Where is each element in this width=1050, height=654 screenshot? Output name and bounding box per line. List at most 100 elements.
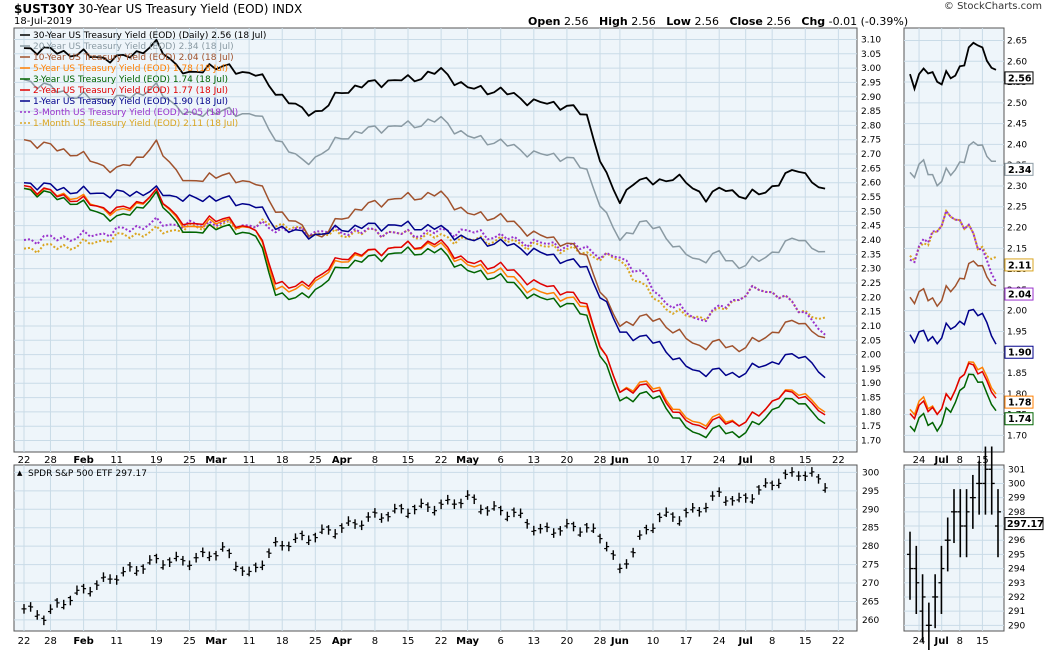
ticker-symbol: $UST30Y [14,2,75,16]
spy-last-value-box [1004,517,1044,531]
zoom-y-tick-label: 1.85 [1007,369,1027,379]
spy-zoom-y-tick-label: 300 [1008,479,1025,489]
legend-entry-y20: 20-Year US Treasury Yield (EOD) 2.34 (18… [33,42,234,52]
x-tick-label: Feb [73,455,93,466]
series-line-y30 [23,38,826,205]
legend-entry-y2: 2-Year US Treasury Yield (EOD) 1.77 (18 … [33,86,228,96]
series-line-y10 [23,138,826,353]
chg-value: -0.01 (-0.39%) [828,15,909,28]
series-line-y3 [23,187,826,439]
x-tick-label: Jun [610,636,629,647]
x-tick-label: 19 [150,636,163,647]
legend-entry-y30: 30-Year US Treasury Yield (EOD) (Daily) … [33,31,266,41]
spy-zoom-y-tick-label: 290 [1008,621,1025,631]
x-tick-label: 25 [183,636,196,647]
x-tick-label: 8 [769,636,775,647]
x-tick-label: 19 [150,455,163,466]
panel-2 [13,464,858,632]
x-tick-label: 10 [647,455,660,466]
y-tick-label: 2.80 [861,121,881,131]
y-tick-label: 2.00 [861,351,881,361]
x-tick-label: 24 [713,455,726,466]
zoom-x-tick-label: 8 [957,636,963,647]
zoom-series-line-y2 [909,362,997,421]
series-line-m1 [23,218,826,322]
spy-last-value-label: 297.17 [1007,519,1044,530]
x-tick-label: 11 [110,455,123,466]
y-tick-label: 2.60 [861,179,881,189]
x-tick-label: 22 [18,636,31,647]
zoom-y-tick-label: 2.20 [1007,224,1027,234]
x-tick-label: 18 [276,455,289,466]
chart-header: $UST30Y 30-Year US Treasury Yield (EOD) … [14,2,302,16]
x-tick-label: 15 [799,455,812,466]
zoom-y-tick-label: 1.95 [1007,327,1027,337]
last-value-box-m3 [1004,287,1034,301]
y-tick-label: 2.90 [861,93,881,103]
x-tick-label: 11 [243,455,256,466]
zoom-series-line-y20 [909,140,996,187]
zoom-y-tick-label: 2.60 [1007,57,1027,67]
zoom-x-tick-label: Jul [934,636,949,647]
close-label: Close [729,15,763,28]
y-tick-label: 1.90 [861,379,881,389]
zoom-x-tick-label: 24 [913,636,926,647]
x-tick-label: 17 [680,636,693,647]
last-value-box-y20 [1004,162,1034,176]
y-tick-label: 2.95 [861,78,881,88]
legend-entry-m3: 3-Month US Treasury Yield (EOD) 2.05 (18… [33,108,238,118]
x-tick-label: Mar [205,455,227,466]
y-tick-label: 1.85 [861,394,881,404]
x-tick-label: 22 [832,636,845,647]
zoom-y-tick-label: 2.65 [1007,36,1027,46]
x-tick-label: 6 [498,636,504,647]
x-tick-label: 28 [594,636,607,647]
x-tick-label: Jun [610,455,629,466]
y-tick-label: 2.40 [861,236,881,246]
spy-zoom-y-tick-label: 299 [1008,494,1025,504]
y-tick-label: 2.10 [861,322,881,332]
y-tick-label: 2.85 [861,107,881,117]
zoom-y-tick-label: 2.00 [1007,307,1027,317]
spy-y-tick-label: 290 [862,505,879,515]
spy-y-tick-label: 260 [862,616,879,626]
zoom-y-tick-label: 2.30 [1007,182,1027,192]
legend-entry-y1: 1-Year US Treasury Yield (EOD) 1.90 (18 … [33,97,228,107]
x-tick-label: 20 [561,455,574,466]
open-label: Open [528,15,561,28]
x-tick-label: May [456,636,479,647]
last-value-box-y1 [1004,345,1034,359]
y-tick-label: 2.20 [861,293,881,303]
y-tick-label: 2.35 [861,250,881,260]
x-tick-label: May [456,455,479,466]
x-tick-label: 6 [498,455,504,466]
spy-zoom-y-tick-label: 295 [1008,550,1025,560]
legend-entry-y5: 5-Year US Treasury Yield (EOD) 1.78 (18 … [33,64,228,74]
x-tick-label: 11 [243,636,256,647]
spy-bars [21,467,828,626]
spy-zoom-y-tick-label: 301 [1008,465,1025,475]
y-tick-label: 2.65 [861,164,881,174]
y-tick-label: 3.10 [861,35,881,45]
y-tick-label: 2.15 [861,308,881,318]
x-tick-label: 28 [44,455,57,466]
last-value-label-y3: 1.74 [1008,414,1032,425]
last-value-box-m1 [1004,258,1034,272]
spy-zoom-y-tick-label: 291 [1008,607,1025,617]
zoom-y-tick-label: 2.40 [1007,140,1027,150]
x-tick-label: Apr [332,455,352,466]
x-tick-label: Mar [205,636,227,647]
zoom-series-line-y1 [909,308,997,345]
spy-zoom-y-tick-label: 292 [1008,593,1025,603]
series-line-y2 [23,184,826,430]
x-tick-label: Jul [738,455,753,466]
x-tick-label: 22 [435,455,448,466]
x-tick-label: Feb [73,636,93,647]
ohlc-readout: Open 2.56 High 2.56 Low 2.56 Close 2.56 … [528,15,908,28]
zoom-x-tick-label: 15 [976,636,989,647]
x-tick-label: 18 [276,636,289,647]
legend-entry-m1: 1-Month US Treasury Yield (EOD) 2.11 (18… [33,119,238,129]
spy-y-tick-label: 285 [862,524,879,534]
zoom-x-tick-label: Jul [934,455,949,466]
